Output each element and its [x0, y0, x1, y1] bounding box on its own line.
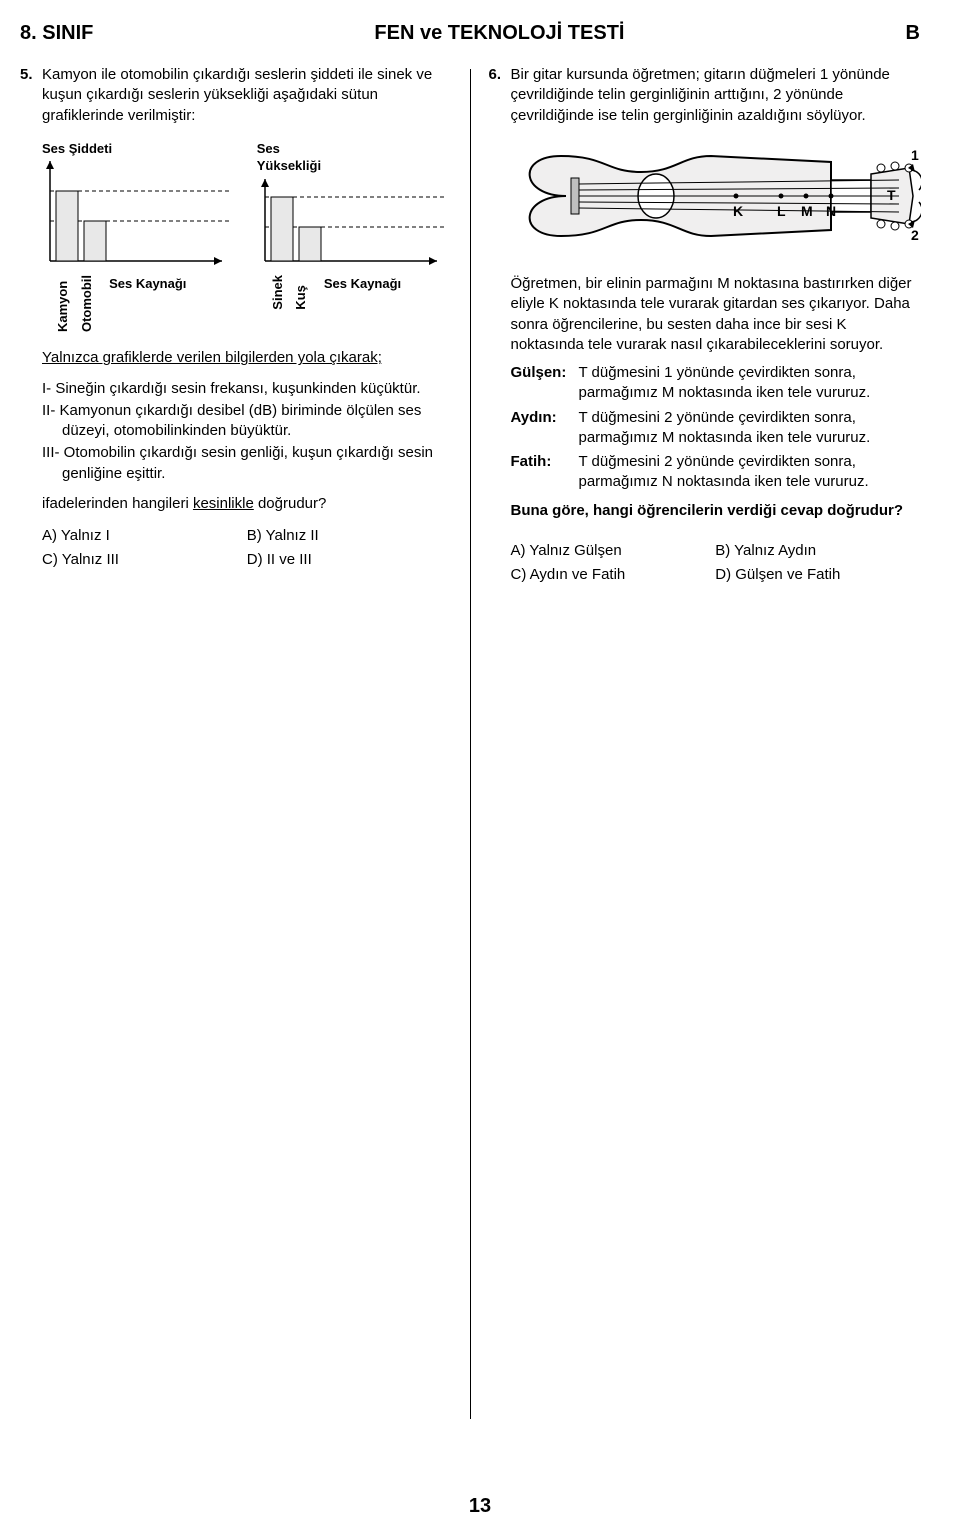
q5-statements: I- Sineğin çıkardığı sesin frekansı, kuş…: [42, 379, 452, 484]
guitar-label-t: T: [887, 187, 896, 203]
header-center: FEN ve TEKNOLOJİ TESTİ: [374, 20, 624, 47]
header-left: 8. SINIF: [20, 20, 93, 47]
right-column: 6. Bir gitar kursunda öğretmen; gitarın …: [489, 65, 921, 1419]
left-column: 5. Kamyon ile otomobilin çıkardığı sesle…: [20, 65, 452, 1419]
column-divider: [470, 69, 471, 1419]
chart2-cat0: Sinek: [269, 275, 287, 310]
chart1-cat0: Kamyon: [54, 275, 72, 332]
q5-s2: II- Kamyonun çıkardığı desibel (dB) biri…: [42, 401, 452, 442]
q5-prompt-a: ifadelerinden hangileri: [42, 495, 193, 512]
q5-lead: Yalnızca grafiklerde verilen bilgilerden…: [20, 348, 452, 368]
q6-students: Gülşen: T düğmesini 1 yönünde çevirdikte…: [489, 363, 921, 493]
header-right: B: [906, 20, 920, 47]
q6-text: Bir gitar kursunda öğretmen; gitarın düğ…: [489, 65, 921, 126]
student-fatih-text: T düğmesini 2 yönünde çevirdikten sonra,…: [579, 452, 921, 493]
q5-prompt: ifadelerinden hangileri kesinlikle doğru…: [20, 494, 452, 514]
chart2-svg: [257, 179, 447, 271]
guitar-label-m: M: [801, 203, 813, 219]
guitar-label-2: 2: [911, 227, 919, 243]
q6-prompt: Buna göre, hangi öğrencilerin verdiği ce…: [489, 501, 921, 521]
q5-charts: Ses Şiddeti Kamyon Otomobil: [20, 140, 452, 333]
q5-ans-d: D) II ve III: [247, 548, 452, 572]
q5-prompt-c: doğrudur?: [254, 495, 327, 512]
student-aydin-name: Aydın:: [511, 408, 579, 449]
q5-answers: A) Yalnız I B) Yalnız II C) Yalnız III D…: [42, 524, 452, 573]
q6-ans-c: C) Aydın ve Fatih: [511, 563, 716, 587]
student-aydin-text: T düğmesini 2 yönünde çevirdikten sonra,…: [579, 408, 921, 449]
q6-ans-b: B) Yalnız Aydın: [715, 539, 920, 563]
q5-number: 5.: [20, 65, 33, 85]
q5-question: 5. Kamyon ile otomobilin çıkardığı sesle…: [20, 65, 452, 126]
q5-s3: III- Otomobilin çıkardığı sesin genliği,…: [42, 443, 452, 484]
page-number: 13: [469, 1493, 491, 1520]
chart1-labels: Kamyon Otomobil Ses Kaynağı: [42, 275, 237, 332]
student-aydin: Aydın: T düğmesini 2 yönünde çevirdikten…: [511, 408, 921, 449]
student-fatih-name: Fatih:: [511, 452, 579, 493]
student-gulsen-name: Gülşen:: [511, 363, 579, 404]
q5-ans-c: C) Yalnız III: [42, 548, 247, 572]
q6-answers: A) Yalnız Gülşen B) Yalnız Aydın C) Aydı…: [511, 539, 921, 588]
guitar-label-1: 1: [911, 147, 919, 163]
chart1-svg: [42, 161, 232, 271]
student-fatih: Fatih: T düğmesini 2 yönünde çevirdikten…: [511, 452, 921, 493]
q5-s1: I- Sineğin çıkardığı sesin frekansı, kuş…: [42, 379, 452, 399]
q6-ans-d: D) Gülşen ve Fatih: [715, 563, 920, 587]
content-columns: 5. Kamyon ile otomobilin çıkardığı sesle…: [20, 65, 920, 1419]
q5-prompt-b: kesinlikle: [193, 495, 254, 512]
chart2-axis: Ses Kaynağı: [324, 275, 401, 293]
chart-ses-yuksekligi: Ses Yüksekliği Sinek Kuş Ses Kaynağı: [257, 140, 452, 333]
chart1-title: Ses Şiddeti: [42, 140, 237, 158]
guitar-diagram: K L M N T 1 2: [489, 138, 921, 264]
guitar-label-n: N: [826, 203, 836, 219]
q6-para2: Öğretmen, bir elinin parmağını M noktası…: [489, 274, 921, 355]
guitar-svg: K L M N T 1 2: [511, 138, 921, 258]
page-header: 8. SINIF FEN ve TEKNOLOJİ TESTİ B: [20, 20, 920, 47]
student-gulsen-text: T düğmesini 1 yönünde çevirdikten sonra,…: [579, 363, 921, 404]
q6-question: 6. Bir gitar kursunda öğretmen; gitarın …: [489, 65, 921, 126]
q6-number: 6.: [489, 65, 502, 85]
guitar-label-k: K: [733, 203, 743, 219]
q5-text: Kamyon ile otomobilin çıkardığı seslerin…: [20, 65, 452, 126]
chart2-title: Ses Yüksekliği: [257, 140, 452, 175]
q5-lead-text: Yalnızca grafiklerde verilen bilgilerden…: [42, 349, 382, 366]
chart1-cat1: Otomobil: [78, 275, 96, 332]
guitar-label-l: L: [777, 203, 786, 219]
chart1-axis: Ses Kaynağı: [109, 275, 186, 293]
q5-ans-a: A) Yalnız I: [42, 524, 247, 548]
chart2-cat1: Kuş: [292, 275, 310, 310]
chart-ses-siddeti: Ses Şiddeti Kamyon Otomobil: [42, 140, 237, 333]
chart2-labels: Sinek Kuş Ses Kaynağı: [257, 275, 452, 310]
q6-ans-a: A) Yalnız Gülşen: [511, 539, 716, 563]
student-gulsen: Gülşen: T düğmesini 1 yönünde çevirdikte…: [511, 363, 921, 404]
q5-ans-b: B) Yalnız II: [247, 524, 452, 548]
